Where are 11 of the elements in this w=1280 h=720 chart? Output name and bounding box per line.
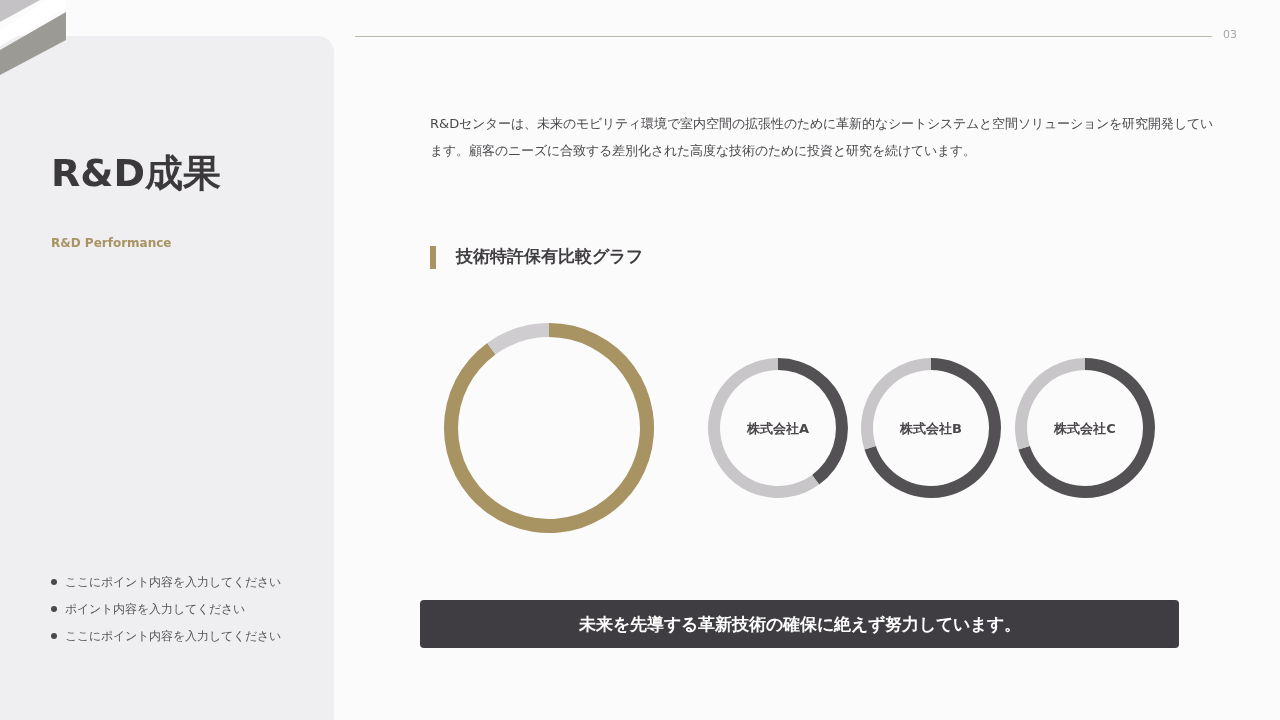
text: ポイント内容を入力してください bbox=[65, 601, 245, 617]
text: ここにポイント内容を入力してください bbox=[65, 574, 281, 590]
text: R&Dセンターは、未来のモビリティ環境で室内空間の拡張性のために革新的なシートシステムと空間ソリューションを研究開発しています。顧客のニーズに合致する差別化された高度な技術のために投資と研究を続けています。 bbox=[430, 115, 1215, 160]
text: R&D Performance bbox=[51, 235, 172, 251]
text: 株式会社A bbox=[745, 420, 810, 436]
text: R&D成果 bbox=[51, 150, 221, 196]
text: 技術特許保有比較グラフ bbox=[456, 245, 643, 267]
text: ここにポイント内容を入力してください bbox=[65, 628, 281, 644]
text: 03 bbox=[1223, 28, 1237, 42]
text: 株式会社C bbox=[1053, 420, 1116, 436]
text: 株式会社B bbox=[899, 420, 962, 436]
